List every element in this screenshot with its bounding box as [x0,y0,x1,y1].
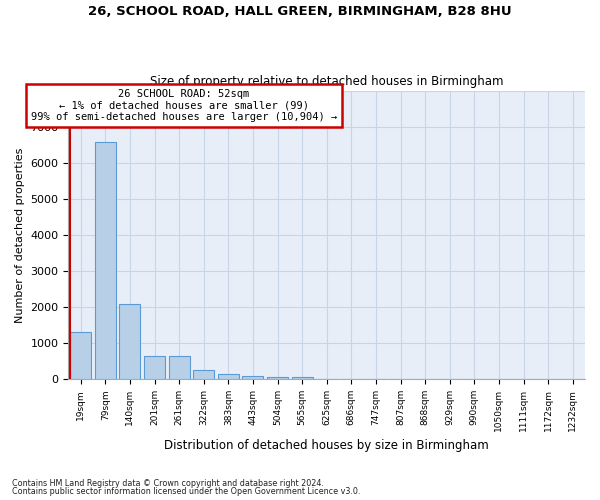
Bar [144,356,165,380]
Bar [292,376,313,380]
Bar [267,376,288,380]
Bar [119,304,140,380]
Bar [70,332,91,380]
Text: 26, SCHOOL ROAD, HALL GREEN, BIRMINGHAM, B28 8HU: 26, SCHOOL ROAD, HALL GREEN, BIRMINGHAM,… [88,5,512,18]
Title: Size of property relative to detached houses in Birmingham: Size of property relative to detached ho… [150,76,503,88]
Bar [218,374,239,380]
Text: 26 SCHOOL ROAD: 52sqm
← 1% of detached houses are smaller (99)
99% of semi-detac: 26 SCHOOL ROAD: 52sqm ← 1% of detached h… [31,89,337,122]
Text: Contains HM Land Registry data © Crown copyright and database right 2024.: Contains HM Land Registry data © Crown c… [12,478,324,488]
Bar [95,142,116,380]
Y-axis label: Number of detached properties: Number of detached properties [15,148,25,323]
X-axis label: Distribution of detached houses by size in Birmingham: Distribution of detached houses by size … [164,440,489,452]
Bar [169,356,190,380]
Bar [193,370,214,380]
Text: Contains public sector information licensed under the Open Government Licence v3: Contains public sector information licen… [12,487,361,496]
Bar [242,376,263,380]
